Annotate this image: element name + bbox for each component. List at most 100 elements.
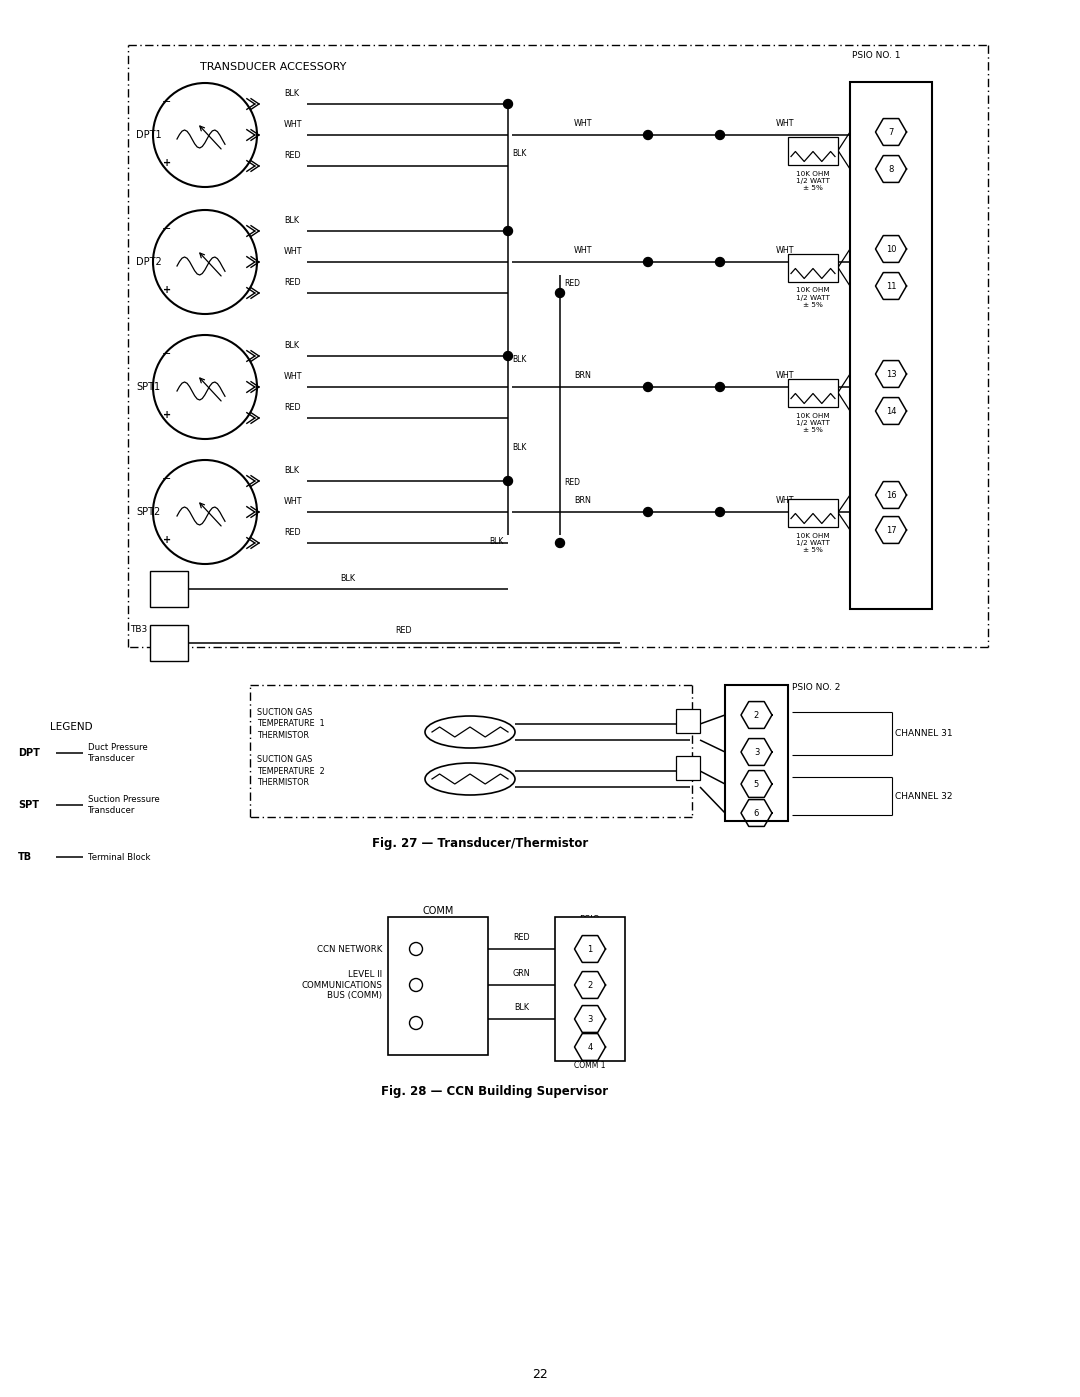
Text: −: − [162, 349, 172, 359]
Bar [388, 916, 488, 1055]
Text: PSIO NO. 2: PSIO NO. 2 [792, 683, 840, 692]
Bar [555, 916, 625, 1060]
Circle shape [644, 257, 652, 267]
Text: LEGEND: LEGEND [50, 722, 93, 732]
Text: RED: RED [395, 626, 413, 636]
Text: BLK: BLK [284, 88, 299, 98]
Circle shape [715, 507, 725, 517]
Text: 14: 14 [886, 407, 896, 415]
Text: −: − [162, 96, 172, 108]
Text: 10K OHM
1/2 WATT
± 5%: 10K OHM 1/2 WATT ± 5% [796, 532, 829, 553]
Text: PSIO NO. 1: PSIO NO. 1 [852, 50, 901, 60]
Text: 16: 16 [886, 490, 896, 500]
Bar [150, 571, 188, 608]
Text: LEVEL II
COMMUNICATIONS
BUS (COMM): LEVEL II COMMUNICATIONS BUS (COMM) [301, 970, 382, 1000]
Text: BLK: BLK [284, 341, 299, 349]
Circle shape [644, 383, 652, 391]
Text: BLK: BLK [489, 538, 504, 546]
Text: 22: 22 [532, 1369, 548, 1382]
Text: RED: RED [284, 402, 300, 412]
Circle shape [644, 507, 652, 517]
Text: DPT: DPT [18, 747, 40, 759]
Text: 17: 17 [886, 525, 896, 535]
Text: BLK: BLK [512, 148, 526, 158]
Text: 6: 6 [686, 717, 691, 725]
Text: 10: 10 [886, 244, 896, 253]
Text: 2: 2 [588, 981, 593, 989]
Text: 6: 6 [754, 809, 759, 817]
Text: PSIO
NO. 1: PSIO NO. 1 [578, 915, 603, 935]
Text: 3: 3 [588, 1014, 593, 1024]
Text: BLK: BLK [284, 215, 299, 225]
Bar [150, 624, 188, 661]
Text: −: − [162, 224, 172, 235]
Circle shape [503, 99, 513, 109]
Text: WHT: WHT [573, 119, 592, 129]
Text: 7: 7 [686, 764, 691, 773]
Text: RED: RED [513, 933, 530, 942]
Text: RES: RES [806, 502, 821, 510]
Text: WHT: WHT [775, 496, 794, 504]
Circle shape [715, 130, 725, 140]
Bar [725, 685, 788, 821]
Circle shape [503, 226, 513, 236]
Text: 10K OHM
1/2 WATT
± 5%: 10K OHM 1/2 WATT ± 5% [796, 170, 829, 191]
Bar [788, 253, 838, 282]
Circle shape [555, 289, 565, 298]
Circle shape [715, 257, 725, 267]
Text: CHANNEL 31: CHANNEL 31 [895, 729, 953, 738]
Text: DPT2: DPT2 [136, 257, 162, 267]
Text: 1: 1 [399, 944, 404, 954]
Text: 13: 13 [886, 369, 896, 379]
Text: BLK: BLK [284, 465, 299, 475]
Bar [788, 137, 838, 165]
Bar [676, 710, 700, 733]
Text: SUCTION GAS
TEMPERATURE  2
THERMISTOR: SUCTION GAS TEMPERATURE 2 THERMISTOR [257, 754, 325, 787]
Text: Duct Pressure
Transducer: Duct Pressure Transducer [87, 743, 148, 763]
Text: 3: 3 [399, 1018, 404, 1028]
Text: Fig. 28 — CCN Building Supervisor: Fig. 28 — CCN Building Supervisor [381, 1084, 608, 1098]
Text: BLK: BLK [512, 443, 526, 451]
Text: CHANNEL 32: CHANNEL 32 [895, 792, 953, 800]
Circle shape [715, 383, 725, 391]
Text: 8: 8 [889, 165, 893, 173]
Text: BLK: BLK [340, 574, 355, 583]
Text: WHT: WHT [775, 372, 794, 380]
Text: RES: RES [806, 257, 821, 265]
Text: RED: RED [284, 278, 300, 286]
Text: J7: J7 [752, 685, 761, 694]
Text: TB3: TB3 [130, 624, 147, 633]
Text: 2: 2 [754, 711, 759, 719]
Bar [788, 379, 838, 407]
Text: 4: 4 [588, 1042, 593, 1052]
Text: SPT1: SPT1 [136, 381, 160, 393]
Bar [788, 499, 838, 527]
Text: RES: RES [806, 381, 821, 391]
Text: RED: RED [564, 478, 580, 486]
Text: COMM 1: COMM 1 [575, 1060, 606, 1070]
Text: TRANSDUCER ACCESSORY: TRANSDUCER ACCESSORY [200, 61, 347, 73]
Text: 5: 5 [166, 638, 172, 647]
Text: Terminal Block: Terminal Block [87, 852, 150, 862]
Text: RED: RED [284, 151, 300, 159]
Bar [850, 82, 932, 609]
Text: 10K OHM
1/2 WATT
± 5%: 10K OHM 1/2 WATT ± 5% [796, 288, 829, 307]
Text: WHT: WHT [284, 120, 302, 129]
Text: 2: 2 [399, 981, 404, 989]
Text: COMM: COMM [422, 907, 454, 916]
Circle shape [503, 476, 513, 486]
Text: 1: 1 [588, 944, 593, 954]
Text: BLK: BLK [514, 1003, 529, 1011]
Text: +: + [163, 535, 171, 545]
Text: RED: RED [284, 528, 300, 536]
Text: 4: 4 [166, 584, 172, 594]
Text: +: + [163, 409, 171, 420]
Text: SPT2: SPT2 [136, 507, 160, 517]
Text: GRN: GRN [513, 970, 530, 978]
Bar [676, 756, 700, 780]
Text: TB: TB [18, 852, 32, 862]
Text: WHT: WHT [775, 119, 794, 129]
Text: 3: 3 [754, 747, 759, 757]
Text: WHT: WHT [284, 496, 302, 506]
Text: SPT: SPT [18, 800, 39, 810]
